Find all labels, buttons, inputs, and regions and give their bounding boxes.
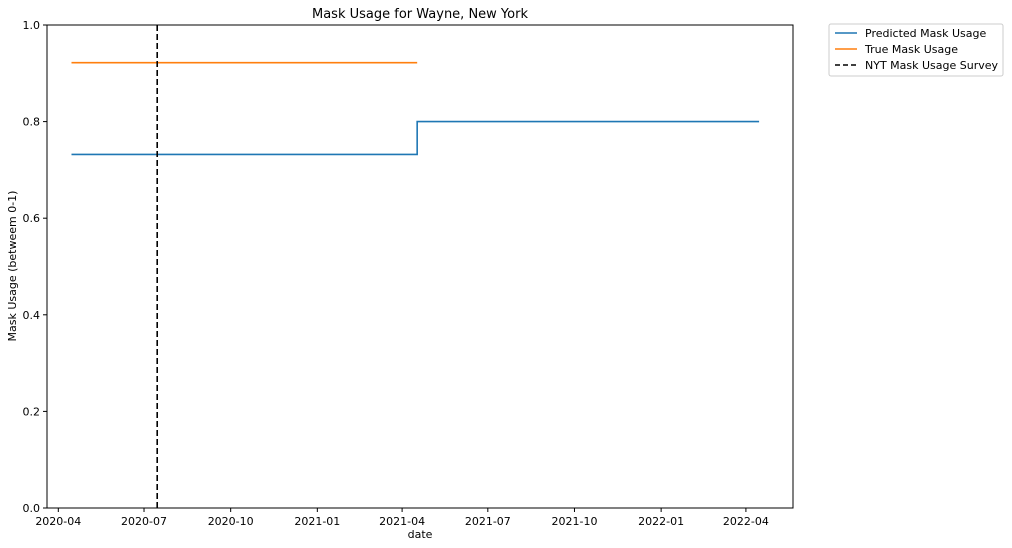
x-tick-label: 2020-04 (35, 515, 81, 528)
x-axis: 2020-04 2020-07 2020-10 2021-01 2021-04 2021-… (35, 508, 769, 528)
x-tick-label: 2022-01 (638, 515, 684, 528)
x-tick-label: 2020-10 (208, 515, 254, 528)
y-tick-label: 0.6 (23, 212, 41, 225)
y-tick-label: 0.8 (23, 116, 41, 129)
x-tick-label: 2022-04 (723, 515, 769, 528)
y-tick-label: 0.2 (23, 405, 41, 418)
x-tick-label: 2021-01 (294, 515, 340, 528)
x-axis-label: date (408, 528, 433, 541)
series-line-predicted (71, 120, 760, 156)
plot-frame (46, 24, 794, 509)
plot-area (71, 25, 760, 508)
legend-entry-true-label: True Mask Usage (864, 43, 958, 56)
legend-entry-nyt-survey-label: NYT Mask Usage Survey (865, 59, 999, 72)
y-axis: 0.0 0.2 0.4 0.6 0.8 1.0 (23, 19, 47, 515)
y-tick-label: 0.0 (23, 502, 41, 515)
x-tick-label: 2020-07 (121, 515, 167, 528)
x-tick-label: 2021-07 (465, 515, 511, 528)
chart-title: Mask Usage for Wayne, New York (312, 7, 528, 22)
y-tick-label: 0.4 (23, 309, 41, 322)
y-tick-label: 1.0 (23, 19, 41, 32)
x-tick-label: 2021-10 (551, 515, 597, 528)
y-axis-label: Mask Usage (betweem 0-1) (6, 191, 19, 342)
legend-box (828, 23, 1004, 77)
x-tick-label: 2021-04 (379, 515, 425, 528)
legend-entry-predicted-label: Predicted Mask Usage (865, 27, 986, 40)
legend: Predicted Mask Usage True Mask Usage NYT M… (828, 23, 1004, 77)
